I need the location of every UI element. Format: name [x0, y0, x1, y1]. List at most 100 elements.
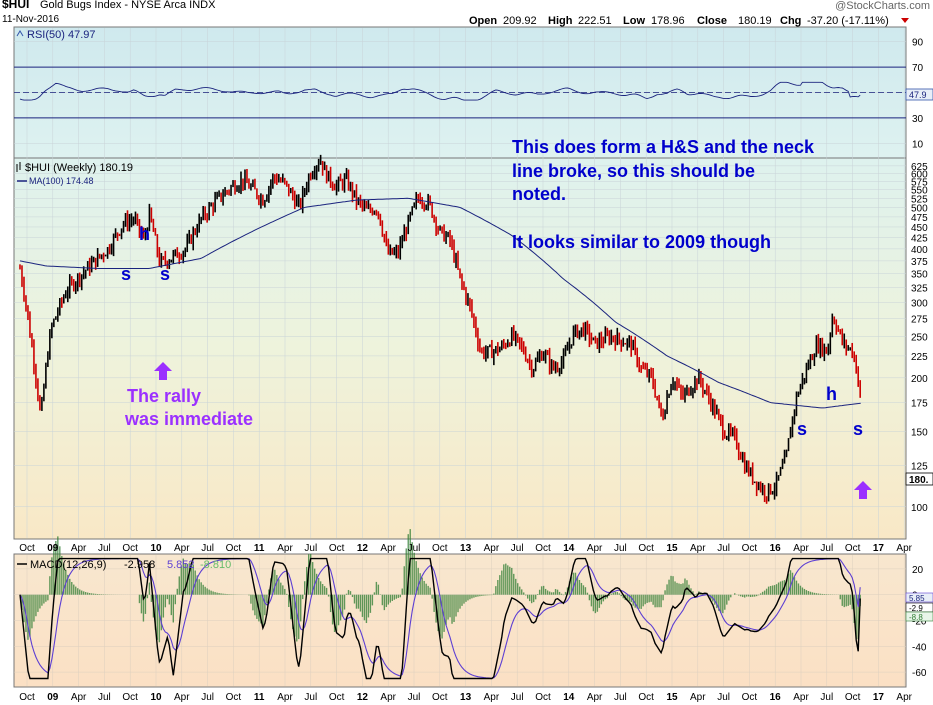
macd-line	[19, 557, 861, 680]
rsi-chart-icon	[16, 30, 24, 37]
note-line-1: This does form a H&S and the neck	[512, 137, 815, 157]
price-tick-label: 375	[911, 257, 928, 268]
x-tick-label-macd: Oct	[638, 692, 654, 703]
x-tick-label: Jul	[304, 543, 317, 554]
note-line-4: It looks similar to 2009 though	[512, 232, 771, 252]
x-tick-label-macd: Apr	[587, 692, 603, 703]
rsi-layer	[14, 66, 906, 119]
x-tick-label-macd: Apr	[793, 692, 809, 703]
x-tick-label: Apr	[71, 543, 87, 554]
hs-shoulder-right-2016: s	[853, 419, 863, 439]
x-axis-labels: Oct Oct 09 09 Apr Apr Jul Jul Oct Oct 10 10 Apr Apr Ju…	[19, 543, 912, 703]
x-tick-label-macd: Oct	[19, 692, 35, 703]
macd-tick-label: -60	[912, 668, 927, 679]
price-tick-label: 600	[911, 169, 928, 180]
macd-tick-label: -20	[912, 617, 927, 628]
x-tick-label-macd: 12	[357, 692, 369, 703]
x-tick-label-macd: Apr	[896, 692, 912, 703]
x-tick-label-macd: Oct	[122, 692, 138, 703]
rsi-tick-label: 90	[912, 38, 924, 49]
x-tick-label: Jul	[717, 543, 730, 554]
price-panel	[13, 157, 907, 540]
x-tick-label: Jul	[408, 543, 421, 554]
note-line-2: line broke, so this should be	[512, 161, 755, 181]
hs-shoulder-left-2010: s	[121, 264, 131, 284]
x-tick-label-macd: Apr	[277, 692, 293, 703]
x-tick-label-macd: Jul	[820, 692, 833, 703]
x-tick-label-macd: Apr	[484, 692, 500, 703]
rally-line-2: was immediate	[124, 409, 253, 429]
hs-head-2016: h	[826, 384, 837, 404]
x-tick-label-macd: Apr	[174, 692, 190, 703]
x-tick-label-macd: Oct	[535, 692, 551, 703]
up-arrow-icon	[854, 481, 872, 499]
grid-lines	[14, 28, 906, 686]
x-tick-label: 13	[460, 543, 472, 554]
x-tick-label-macd: Jul	[98, 692, 111, 703]
price-tick-label: 200	[911, 374, 928, 385]
price-tick-label: 100	[911, 503, 928, 514]
signal-tag-box	[905, 592, 933, 603]
x-tick-label-macd: Apr	[690, 692, 706, 703]
stockcharts-watermark: @StockCharts.com	[835, 0, 930, 12]
price-tick-label: 425	[911, 234, 928, 245]
x-tick-label: 16	[770, 543, 782, 554]
rsi-tick-label: 10	[912, 139, 924, 150]
x-tick-label: Jul	[511, 543, 524, 554]
price-tick-label: 575	[911, 177, 928, 188]
x-tick-label: 17	[873, 543, 885, 554]
open-label: Open	[469, 15, 497, 27]
rally-line-1: The rally	[127, 386, 201, 406]
x-tick-label: Jul	[614, 543, 627, 554]
price-tick-label: 300	[911, 298, 928, 309]
x-tick-label-macd: Oct	[845, 692, 861, 703]
macd-tag: -2.9	[909, 604, 923, 613]
price-label: $HUI (Weekly) 180.19	[25, 162, 133, 174]
x-tick-label: Oct	[329, 543, 345, 554]
x-tick-label-macd: 09	[47, 692, 59, 703]
close-label: Close	[697, 15, 727, 27]
up-arrow-icon	[154, 362, 172, 380]
hs-labels: h s s h s s	[121, 224, 863, 439]
high-value: 222.51	[578, 15, 612, 27]
price-tick-label: 175	[911, 399, 928, 410]
macd-label: MACD(12,26,9)	[30, 559, 106, 571]
x-tick-label: Jul	[98, 543, 111, 554]
macd-value: -2.958	[124, 559, 155, 571]
x-tick-label: Apr	[380, 543, 396, 554]
x-tick-label: 15	[666, 543, 678, 554]
x-tick-label-macd: 15	[666, 692, 678, 703]
chg-value: -37.20 (-17.11%)	[807, 15, 889, 27]
hist-tag: -8.8	[909, 613, 923, 622]
x-tick-label: 10	[150, 543, 162, 554]
x-tick-label: Jul	[820, 543, 833, 554]
rsi-line	[19, 81, 861, 101]
x-tick-label: Jul	[201, 543, 214, 554]
x-tick-label: Oct	[742, 543, 758, 554]
x-tick-label: Oct	[535, 543, 551, 554]
close-value: 180.19	[738, 15, 772, 27]
hs-head-2010: h	[139, 224, 150, 244]
x-tick-label-macd: 13	[460, 692, 472, 703]
price-tick-label: 450	[911, 223, 928, 234]
rsi-tick-label: 30	[912, 114, 924, 125]
ma-label: MA(100) 174.48	[29, 176, 94, 186]
x-tick-label: Apr	[174, 543, 190, 554]
chg-label: Chg	[780, 15, 801, 27]
ma-100-line	[19, 197, 861, 409]
x-tick-label: Oct	[19, 543, 35, 554]
macd-tick-label: -40	[912, 642, 927, 653]
price-tick-label: 400	[911, 245, 928, 256]
x-tick-label-macd: Apr	[71, 692, 87, 703]
x-tick-label-macd: 11	[254, 692, 265, 703]
x-tick-label: Apr	[793, 543, 809, 554]
rsi-value-tag-box	[905, 88, 933, 101]
price-value-tag-box	[905, 472, 933, 486]
header-date: 11-Nov-2016	[2, 14, 60, 25]
x-tick-label: Apr	[484, 543, 500, 554]
y-axis-labels: 9070503010625600575550525500475450425400…	[911, 38, 928, 679]
price-chart-icon	[16, 162, 21, 172]
x-tick-label-macd: Jul	[304, 692, 317, 703]
x-tick-label-macd: 14	[563, 692, 575, 703]
x-tick-label-macd: Oct	[329, 692, 345, 703]
